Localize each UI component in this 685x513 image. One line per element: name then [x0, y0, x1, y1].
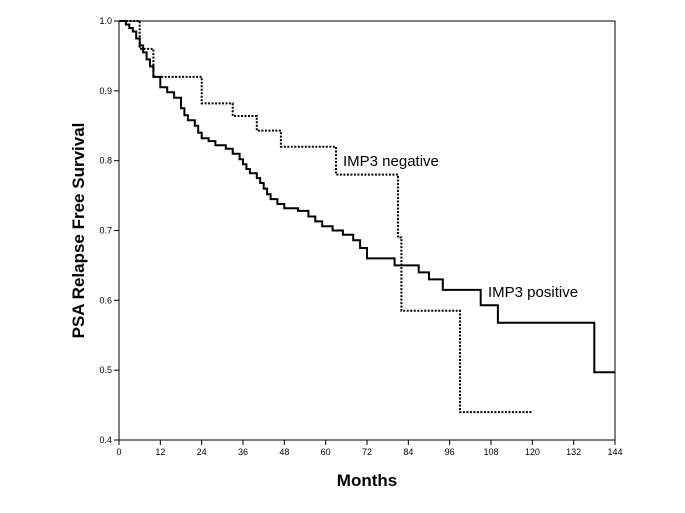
x-tick-label: 84: [403, 447, 413, 457]
plot-area: [118, 20, 616, 441]
y-tick-label: 0.5: [99, 365, 112, 375]
x-tick-label: 96: [445, 447, 455, 457]
x-tick-label: 60: [321, 447, 331, 457]
y-tick-label: 0.7: [99, 226, 112, 236]
y-tick-label: 0.4: [99, 435, 112, 445]
x-tick-label: 48: [279, 447, 289, 457]
x-tick-label: 36: [238, 447, 248, 457]
x-tick-label: 72: [362, 447, 372, 457]
series-line-imp3-positive: [119, 20, 615, 374]
plot-border: [118, 20, 616, 441]
x-tick-label: 144: [607, 447, 622, 457]
x-tick-label: 12: [155, 447, 165, 457]
y-tick-label: 1.0: [99, 16, 112, 26]
series-label-imp3-positive: IMP3 positive: [488, 284, 578, 301]
x-axis: 0 12 24 36 48 60 72 84 96 108 120 132 144: [116, 440, 623, 457]
y-tick-label: 0.6: [99, 295, 112, 305]
x-tick-label: 24: [197, 447, 207, 457]
y-axis: 0.4 0.5 0.6 0.7 0.8 0.9 1.0: [99, 16, 119, 445]
series-label-imp3-negative: IMP3 negative: [343, 153, 439, 170]
series-line-imp3-negative: [119, 20, 533, 414]
y-tick-label: 0.8: [99, 156, 112, 166]
y-tick-label: 0.9: [99, 86, 112, 96]
x-tick-label: 0: [116, 447, 121, 457]
y-axis-title: PSA Relapse Free Survival: [69, 123, 88, 339]
x-tick-label: 120: [525, 447, 540, 457]
x-axis-title: Months: [337, 471, 397, 490]
x-tick-label: 132: [566, 447, 581, 457]
x-tick-label: 108: [483, 447, 498, 457]
series-layer: [119, 20, 615, 414]
